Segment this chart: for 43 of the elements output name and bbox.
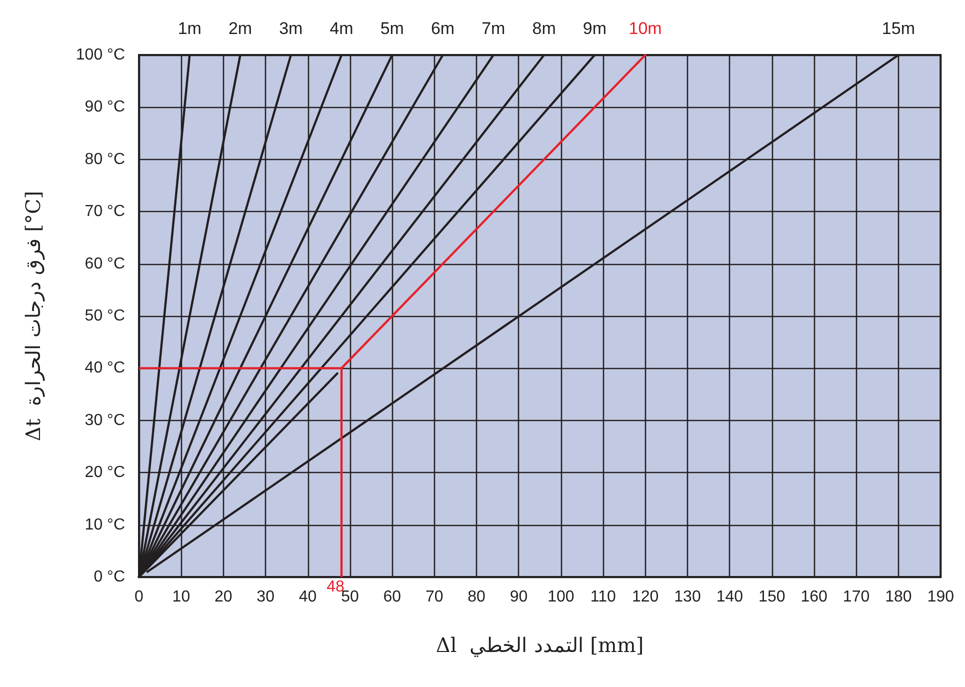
- x-tick-label: 10: [172, 588, 190, 606]
- x-tick-label: 170: [842, 588, 870, 606]
- series-label: 3m: [279, 19, 303, 38]
- x-axis-title: Δl التمدد الخطي [mm]: [436, 633, 644, 657]
- x-tick-label: 80: [468, 588, 486, 606]
- y-axis-title: Δt فرق درجات الحرارة [°C]: [21, 190, 45, 442]
- y-tick-label: 60 °C: [84, 255, 125, 272]
- series-label: 8m: [532, 19, 556, 38]
- x-tick-label: 100: [548, 588, 574, 606]
- y-tick-label: 20 °C: [84, 464, 125, 482]
- x-tick-label: 20: [214, 588, 232, 606]
- y-tick-label: 100 °C: [76, 46, 125, 64]
- x-tick-label: 140: [716, 588, 744, 606]
- series-label: 5m: [380, 19, 404, 38]
- x-tick-label: 0: [134, 588, 144, 606]
- series-label: 9m: [582, 19, 606, 38]
- y-tick-label: 70 °C: [84, 203, 125, 220]
- y-tick-label: 90 °C: [84, 98, 125, 116]
- x-tick-label: 60: [383, 588, 402, 606]
- y-tick-label: 30 °C: [84, 412, 125, 429]
- series-label: 4m: [330, 19, 354, 38]
- y-tick-label: 80 °C: [84, 150, 125, 168]
- x-tick-label: 90: [510, 588, 528, 606]
- x-tick-label: 130: [674, 588, 701, 606]
- x-tick-label: 30: [256, 588, 275, 606]
- y-tick-label: 40 °C: [84, 360, 125, 377]
- x-tick-label: 40: [298, 588, 317, 606]
- x-tick-label: 120: [632, 588, 659, 606]
- series-label: 1m: [178, 19, 202, 38]
- x-tick-label: 190: [927, 588, 954, 606]
- x-tick-label: 150: [758, 588, 786, 606]
- series-label: 2m: [228, 19, 252, 38]
- series-label: 7m: [482, 19, 506, 38]
- y-tick-label: 10 °C: [84, 516, 125, 534]
- series-label: 10m: [628, 19, 662, 38]
- y-tick-label: 0 °C: [94, 568, 125, 586]
- series-label: 6m: [430, 19, 455, 38]
- x-tick-label: 180: [885, 588, 912, 606]
- y-tick-label: 50 °C: [84, 308, 125, 324]
- x-tick-label: 160: [800, 588, 828, 606]
- x-tick-label: 110: [590, 588, 616, 606]
- series-label: 15m: [882, 19, 915, 38]
- x-tick-label: 70: [425, 588, 444, 606]
